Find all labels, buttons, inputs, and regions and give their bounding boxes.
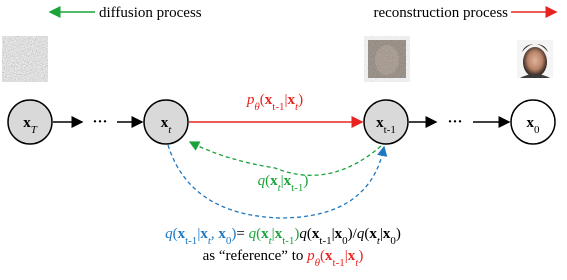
forward-arrow xyxy=(190,142,381,175)
diagram: diffusion process reconstruction process… xyxy=(0,0,567,280)
reference-text: as “reference” to pθ(xt-1|xt) xyxy=(203,248,364,269)
node xyxy=(364,100,408,144)
formula-part: t-1 xyxy=(291,182,303,194)
formula-part: ) xyxy=(298,92,303,108)
formula-part: as “reference” to xyxy=(203,248,308,264)
formula-part: ) xyxy=(396,226,401,242)
formula-part: 0 xyxy=(534,124,540,136)
formula-part: t-1 xyxy=(272,101,284,113)
ellipsis: ··· xyxy=(447,114,462,130)
forward-label: q(xt|xt-1) xyxy=(258,173,309,194)
ellipsis: ··· xyxy=(92,114,107,130)
formula-part: t-1 xyxy=(333,257,345,269)
formula-part: t-1 xyxy=(384,124,396,136)
formula-part: ) xyxy=(358,248,363,264)
legend-label: diffusion process xyxy=(99,5,202,21)
posterior-formula: q(xt-1|xt, x0)= q(xt|xt-1)q(xt-1|x0)/q(x… xyxy=(165,226,401,247)
reverse-label: pθ(xt-1|xt) xyxy=(246,92,303,113)
face-image xyxy=(517,40,553,78)
formula-part: t-1 xyxy=(185,235,197,247)
noise-image xyxy=(6,40,44,78)
formula-part: = xyxy=(236,226,248,242)
formula-part: , xyxy=(211,226,219,242)
noisy-face-image xyxy=(368,40,406,78)
formula-part: t-1 xyxy=(282,235,294,247)
formula-part: T xyxy=(31,124,38,136)
formula-part: ) xyxy=(303,173,308,189)
legend-label: reconstruction process xyxy=(373,5,508,21)
formula-part: t-1 xyxy=(319,235,331,247)
